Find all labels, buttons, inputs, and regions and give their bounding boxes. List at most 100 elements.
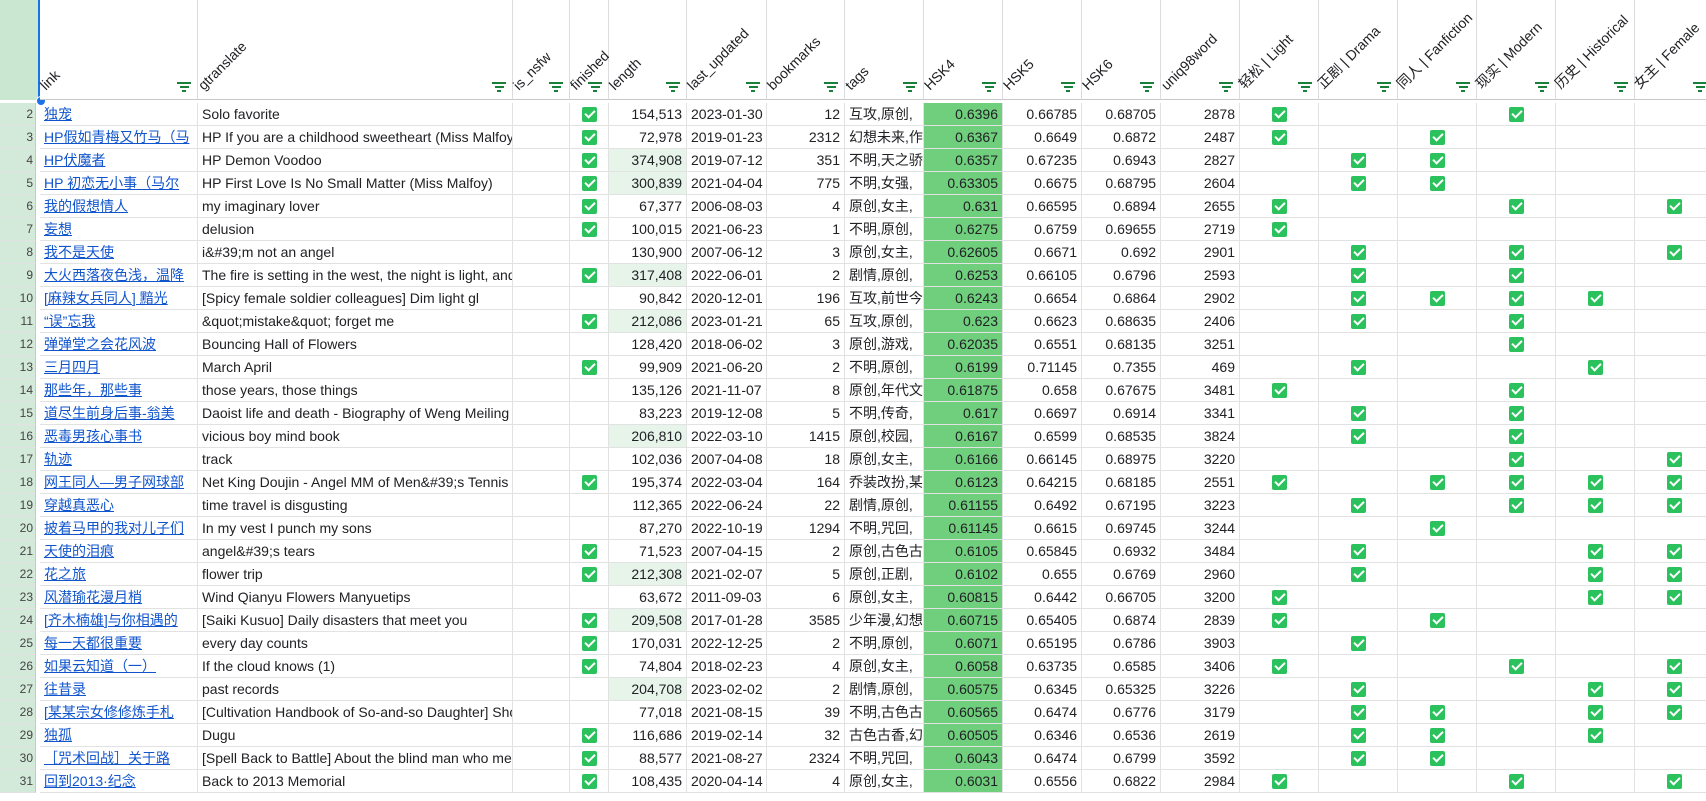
- cell-hsk6[interactable]: 0.6932: [1082, 540, 1161, 563]
- cell-last_updated[interactable]: 2020-04-14: [687, 770, 767, 793]
- cell-hsk6[interactable]: 0.65325: [1082, 678, 1161, 701]
- checkbox-checked[interactable]: [1429, 475, 1445, 490]
- checkbox-checked[interactable]: [581, 360, 597, 375]
- cell-modern[interactable]: [1477, 655, 1556, 678]
- cell-bookmarks[interactable]: 1415: [767, 425, 845, 448]
- cell-uniq[interactable]: 2839: [1161, 609, 1240, 632]
- cell-hsk6[interactable]: 0.692: [1082, 241, 1161, 264]
- cell-drama[interactable]: [1319, 632, 1398, 655]
- cell-modern[interactable]: [1477, 448, 1556, 471]
- cell-bookmarks[interactable]: 196: [767, 287, 845, 310]
- checkbox-checked[interactable]: [1271, 774, 1287, 789]
- cell-female[interactable]: [1635, 172, 1706, 195]
- cell-tags[interactable]: 不明,传奇,: [845, 402, 924, 425]
- cell-tags[interactable]: 原创,女主,: [845, 195, 924, 218]
- checkbox-checked[interactable]: [1350, 429, 1366, 444]
- cell-hsk4[interactable]: 0.6396: [924, 103, 1003, 126]
- checkbox-checked[interactable]: [1350, 544, 1366, 559]
- checkbox-checked[interactable]: [1271, 613, 1287, 628]
- cell-gtranslate[interactable]: every day counts: [198, 632, 513, 655]
- checkbox-checked[interactable]: [1350, 291, 1366, 306]
- cell-light[interactable]: [1240, 103, 1319, 126]
- checkbox-checked[interactable]: [581, 199, 597, 214]
- cell-is_nsfw[interactable]: [513, 770, 570, 793]
- cell-finished[interactable]: [570, 425, 609, 448]
- cell-female[interactable]: [1635, 425, 1706, 448]
- cell-uniq[interactable]: 3251: [1161, 333, 1240, 356]
- cell-uniq[interactable]: 2878: [1161, 103, 1240, 126]
- cell-is_nsfw[interactable]: [513, 494, 570, 517]
- cell-finished[interactable]: [570, 241, 609, 264]
- column-header-bookmarks[interactable]: bookmarks: [764, 0, 845, 100]
- cell-is_nsfw[interactable]: [513, 448, 570, 471]
- cell-link[interactable]: 风潜瑜花漫月梢: [40, 586, 198, 609]
- checkbox-checked[interactable]: [1666, 498, 1682, 513]
- cell-last_updated[interactable]: 2022-03-04: [687, 471, 767, 494]
- cell-hsk4[interactable]: 0.62035: [924, 333, 1003, 356]
- cell-drama[interactable]: [1319, 402, 1398, 425]
- row-header[interactable]: 3: [0, 126, 36, 149]
- cell-modern[interactable]: [1477, 701, 1556, 724]
- cell-fanfic[interactable]: [1398, 609, 1477, 632]
- cell-length[interactable]: 87,270: [609, 517, 687, 540]
- cell-length[interactable]: 317,408: [609, 264, 687, 287]
- cell-is_nsfw[interactable]: [513, 126, 570, 149]
- cell-bookmarks[interactable]: 2: [767, 356, 845, 379]
- cell-fanfic[interactable]: [1398, 149, 1477, 172]
- cell-modern[interactable]: [1477, 149, 1556, 172]
- cell-length[interactable]: 108,435: [609, 770, 687, 793]
- column-header-modern[interactable]: 现实 | Modern: [1472, 0, 1556, 100]
- checkbox-checked[interactable]: [581, 314, 597, 329]
- cell-bookmarks[interactable]: 775: [767, 172, 845, 195]
- checkbox-checked[interactable]: [1271, 659, 1287, 674]
- row-header[interactable]: 24: [0, 609, 36, 632]
- checkbox-checked[interactable]: [1666, 544, 1682, 559]
- cell-drama[interactable]: [1319, 540, 1398, 563]
- cell-gtranslate[interactable]: Wind Qianyu Flowers Manyuetips: [198, 586, 513, 609]
- cell-gtranslate[interactable]: March April: [198, 356, 513, 379]
- cell-historical[interactable]: [1556, 379, 1635, 402]
- cell-uniq[interactable]: 2593: [1161, 264, 1240, 287]
- cell-female[interactable]: [1635, 563, 1706, 586]
- filter-icon[interactable]: [1219, 82, 1233, 92]
- cell-hsk4[interactable]: 0.62605: [924, 241, 1003, 264]
- cell-light[interactable]: [1240, 632, 1319, 655]
- cell-bookmarks[interactable]: 2: [767, 264, 845, 287]
- checkbox-checked[interactable]: [1271, 107, 1287, 122]
- cell-uniq[interactable]: 2487: [1161, 126, 1240, 149]
- cell-female[interactable]: [1635, 264, 1706, 287]
- cell-length[interactable]: 209,508: [609, 609, 687, 632]
- row-header[interactable]: 13: [0, 356, 36, 379]
- cell-length[interactable]: 77,018: [609, 701, 687, 724]
- cell-hsk4[interactable]: 0.6275: [924, 218, 1003, 241]
- row-link[interactable]: 如果云知道（一）: [44, 658, 156, 674]
- cell-bookmarks[interactable]: 351: [767, 149, 845, 172]
- cell-female[interactable]: [1635, 655, 1706, 678]
- cell-drama[interactable]: [1319, 149, 1398, 172]
- filter-icon[interactable]: [492, 82, 506, 92]
- cell-bookmarks[interactable]: 4: [767, 655, 845, 678]
- filter-icon[interactable]: [177, 82, 191, 92]
- cell-finished[interactable]: [570, 494, 609, 517]
- cell-tags[interactable]: 原创,女主,: [845, 770, 924, 793]
- cell-historical[interactable]: [1556, 264, 1635, 287]
- cell-fanfic[interactable]: [1398, 103, 1477, 126]
- cell-finished[interactable]: [570, 655, 609, 678]
- cell-light[interactable]: [1240, 172, 1319, 195]
- cell-modern[interactable]: [1477, 425, 1556, 448]
- checkbox-checked[interactable]: [581, 153, 597, 168]
- cell-length[interactable]: 300,839: [609, 172, 687, 195]
- cell-hsk5[interactable]: 0.64215: [1003, 471, 1082, 494]
- column-header-fanfic[interactable]: 同人 | Fanfiction: [1393, 0, 1477, 100]
- cell-length[interactable]: 130,900: [609, 241, 687, 264]
- cell-last_updated[interactable]: 2022-03-10: [687, 425, 767, 448]
- cell-last_updated[interactable]: 2018-02-23: [687, 655, 767, 678]
- cell-modern[interactable]: [1477, 517, 1556, 540]
- row-link[interactable]: 大火西落夜色浅，温降: [44, 267, 184, 283]
- checkbox-checked[interactable]: [1350, 705, 1366, 720]
- cell-hsk4[interactable]: 0.6367: [924, 126, 1003, 149]
- cell-length[interactable]: 67,377: [609, 195, 687, 218]
- column-header-is_nsfw[interactable]: is_nsfw: [510, 0, 570, 100]
- checkbox-checked[interactable]: [1666, 245, 1682, 260]
- row-link[interactable]: 那些年，那些事: [44, 382, 142, 398]
